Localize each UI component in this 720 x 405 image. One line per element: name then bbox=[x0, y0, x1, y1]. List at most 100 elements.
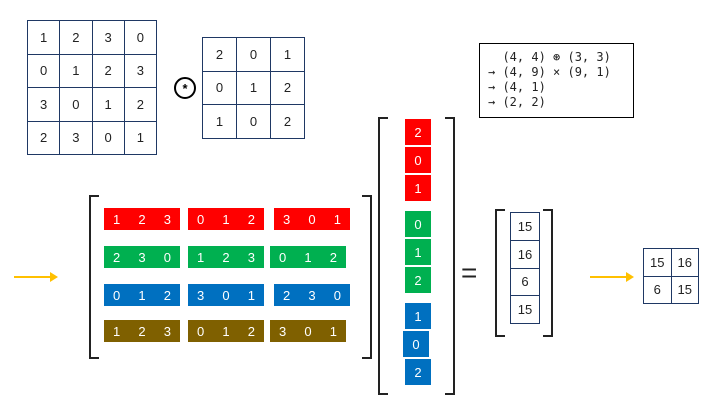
cell-value: 3 bbox=[197, 287, 205, 303]
arrow-right-icon bbox=[14, 272, 58, 282]
im2col-segment: 1 2 3 bbox=[188, 246, 264, 268]
cell-value: 0 bbox=[113, 287, 121, 303]
output-cell: 16 bbox=[670, 248, 699, 277]
equals-sign: = bbox=[461, 257, 478, 288]
im2col-segment: 0 1 2 bbox=[270, 246, 346, 268]
cell-value: 0 bbox=[308, 211, 316, 227]
cell-value: 3 bbox=[247, 249, 255, 265]
matrix-cell: 1 bbox=[59, 53, 93, 88]
im2col-segment: 1 2 3 bbox=[104, 208, 180, 230]
output-matrix: 15 16 6 15 bbox=[643, 248, 699, 304]
cell-value: 2 bbox=[329, 249, 337, 265]
im2col-segment: 2 3 0 bbox=[274, 284, 350, 306]
result-vector: 15 16 6 15 bbox=[510, 212, 540, 324]
cell-value: 1 bbox=[247, 287, 255, 303]
cell-value: 2 bbox=[247, 211, 255, 227]
vector-cell: 1 bbox=[404, 302, 432, 330]
convolution-symbol: * bbox=[182, 80, 188, 96]
kernel-vector-right-bracket bbox=[445, 117, 455, 395]
kernel-vector-left-bracket bbox=[378, 117, 388, 395]
im2col-segment: 0 1 2 bbox=[104, 284, 180, 306]
im2col-matrix: 1 2 3 0 1 2 3 0 1 2 3 0 1 2 3 0 1 2 0 1 2 3 0 1 2 3 0 1 2 3 … bbox=[104, 208, 352, 344]
cell-value: 3 bbox=[163, 323, 171, 339]
matrix-cell: 0 bbox=[236, 37, 271, 72]
shape-note-line: (4, 4) ⊛ (3, 3) bbox=[488, 50, 611, 64]
im2col-segment: 0 1 2 bbox=[188, 208, 264, 230]
vector-cell: 0 bbox=[404, 210, 432, 238]
matrix-cell: 2 bbox=[270, 70, 305, 106]
matrix-cell: 2 bbox=[26, 120, 61, 155]
cell-value: 0 bbox=[279, 249, 287, 265]
im2col-segment: 2 3 0 bbox=[104, 246, 180, 268]
arrow-right-icon bbox=[590, 272, 634, 282]
result-cell: 15 bbox=[510, 295, 540, 324]
matrix-cell: 2 bbox=[59, 20, 93, 55]
matrix-cell: 1 bbox=[91, 87, 125, 122]
vector-cell: 2 bbox=[404, 118, 432, 146]
shape-note-line: → (4, 1) bbox=[488, 80, 546, 94]
cell-value: 2 bbox=[138, 211, 146, 227]
cell-value: 2 bbox=[113, 249, 121, 265]
kernel-vector: 2 0 1 0 1 2 1 0 2 bbox=[402, 118, 433, 390]
cell-value: 1 bbox=[333, 211, 341, 227]
vector-cell: 2 bbox=[404, 358, 432, 386]
cell-value: 1 bbox=[113, 211, 121, 227]
cell-value: 1 bbox=[113, 323, 121, 339]
matrix-cell: 0 bbox=[26, 53, 61, 88]
matrix-cell: 3 bbox=[91, 20, 125, 55]
cell-value: 1 bbox=[197, 249, 205, 265]
cell-value: 3 bbox=[163, 211, 171, 227]
cell-value: 0 bbox=[197, 211, 205, 227]
convolution-icon: * bbox=[174, 77, 196, 99]
result-cell: 16 bbox=[510, 239, 540, 269]
shape-note-line: → (2, 2) bbox=[488, 95, 546, 109]
matrix-cell: 3 bbox=[59, 120, 93, 155]
matrix-cell: 1 bbox=[26, 20, 61, 55]
matrix-cell: 0 bbox=[59, 87, 93, 122]
matrix-cell: 2 bbox=[202, 37, 237, 72]
cell-value: 1 bbox=[138, 287, 146, 303]
cell-value: 3 bbox=[279, 323, 287, 339]
cell-value: 3 bbox=[308, 287, 316, 303]
cell-value: 1 bbox=[329, 323, 337, 339]
cell-value: 0 bbox=[304, 323, 312, 339]
cell-value: 3 bbox=[283, 211, 291, 227]
shape-note-line: → (4, 9) × (9, 1) bbox=[488, 65, 611, 79]
im2col-segment: 3 0 1 bbox=[274, 208, 350, 230]
cell-value: 1 bbox=[222, 211, 230, 227]
vector-cell: 1 bbox=[404, 238, 432, 266]
result-left-bracket bbox=[495, 209, 505, 337]
matrix-cell: 0 bbox=[91, 120, 125, 155]
cell-value: 1 bbox=[304, 249, 312, 265]
matrix-cell: 1 bbox=[123, 120, 158, 155]
result-cell: 6 bbox=[510, 267, 540, 297]
matrix-cell: 1 bbox=[202, 104, 237, 139]
output-cell: 6 bbox=[643, 275, 672, 304]
cell-value: 2 bbox=[163, 287, 171, 303]
cell-value: 2 bbox=[247, 323, 255, 339]
cell-value: 0 bbox=[197, 323, 205, 339]
matrix-cell: 0 bbox=[202, 70, 237, 106]
vector-cell: 2 bbox=[404, 266, 432, 294]
matrix-cell: 0 bbox=[236, 104, 271, 139]
cell-value: 2 bbox=[283, 287, 291, 303]
vector-cell: 0 bbox=[402, 330, 430, 358]
result-right-bracket bbox=[543, 209, 553, 337]
matrix-cell: 2 bbox=[91, 53, 125, 88]
matrix-cell: 3 bbox=[26, 87, 61, 122]
cell-value: 1 bbox=[222, 323, 230, 339]
cell-value: 3 bbox=[138, 249, 146, 265]
matrix-cell: 0 bbox=[123, 20, 158, 55]
shape-note: (4, 4) ⊛ (3, 3) → (4, 9) × (9, 1) → (4, … bbox=[479, 43, 634, 118]
im2col-right-bracket bbox=[362, 195, 372, 359]
cell-value: 0 bbox=[222, 287, 230, 303]
im2col-segment: 1 2 3 bbox=[104, 320, 180, 342]
im2col-segment: 3 0 1 bbox=[270, 320, 346, 342]
matrix-cell: 3 bbox=[123, 53, 158, 88]
im2col-left-bracket bbox=[89, 195, 99, 359]
matrix-cell: 2 bbox=[270, 104, 305, 139]
im2col-segment: 3 0 1 bbox=[188, 284, 264, 306]
result-cell: 15 bbox=[510, 212, 540, 241]
